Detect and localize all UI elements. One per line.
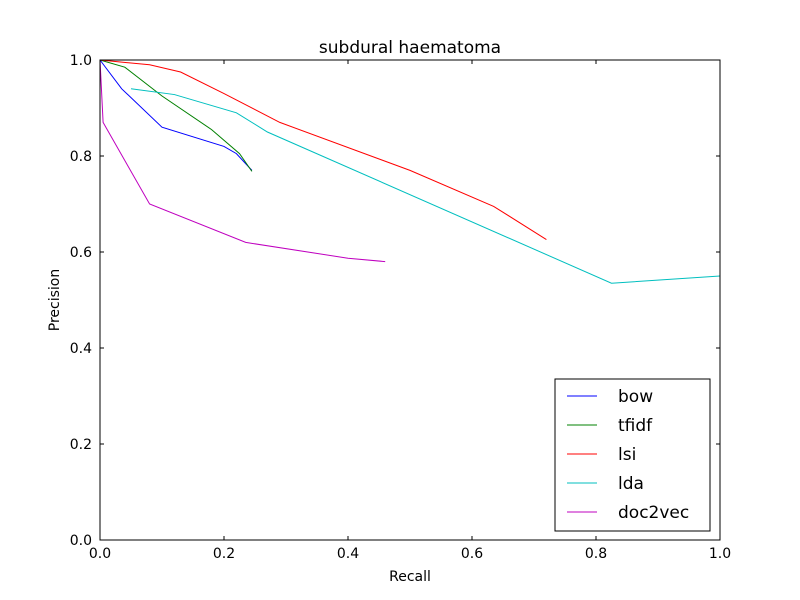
x-tick-label: 1.0: [709, 546, 731, 562]
series-line-lda: [130, 88, 721, 284]
y-tick-label: 0.0: [70, 533, 92, 549]
x-axis-label: Recall: [389, 569, 431, 585]
series-line-bow: [99, 59, 253, 171]
y-tick-label: 0.2: [70, 437, 92, 453]
x-axis: 0.0 0.2 0.4 0.6 0.8 1.0: [89, 60, 731, 562]
legend-label-tfidf: tfidf: [618, 416, 653, 436]
y-tick-label: 0.6: [70, 245, 92, 261]
legend-label-lsi: lsi: [618, 445, 636, 465]
plot-frame: [99, 59, 721, 541]
legend-label-lda: lda: [618, 474, 644, 494]
legend-label-bow: bow: [618, 387, 653, 407]
legend: bow tfidf lsi lda doc2vec: [554, 378, 711, 532]
x-tick-label: 0.8: [585, 546, 607, 562]
y-tick-label: 0.8: [70, 149, 92, 165]
y-axis: 0.0 0.2 0.4 0.6 0.8 1.0: [70, 53, 720, 549]
y-axis-label: Precision: [47, 269, 63, 331]
x-tick-label: 0.4: [337, 546, 359, 562]
series-line-doc2vec: [99, 59, 386, 263]
legend-box: [554, 378, 711, 532]
legend-label-doc2vec: doc2vec: [618, 503, 689, 523]
y-tick-label: 0.4: [70, 341, 92, 357]
series-line-lsi: [99, 59, 547, 240]
series-line-tfidf: [99, 59, 253, 172]
y-tick-label: 1.0: [70, 53, 92, 69]
chart-title: subdural haematoma: [319, 38, 501, 58]
x-tick-label: 0.6: [461, 546, 483, 562]
x-tick-label: 0.0: [89, 546, 111, 562]
x-tick-label: 0.2: [213, 546, 235, 562]
plot-lines: [99, 59, 721, 284]
